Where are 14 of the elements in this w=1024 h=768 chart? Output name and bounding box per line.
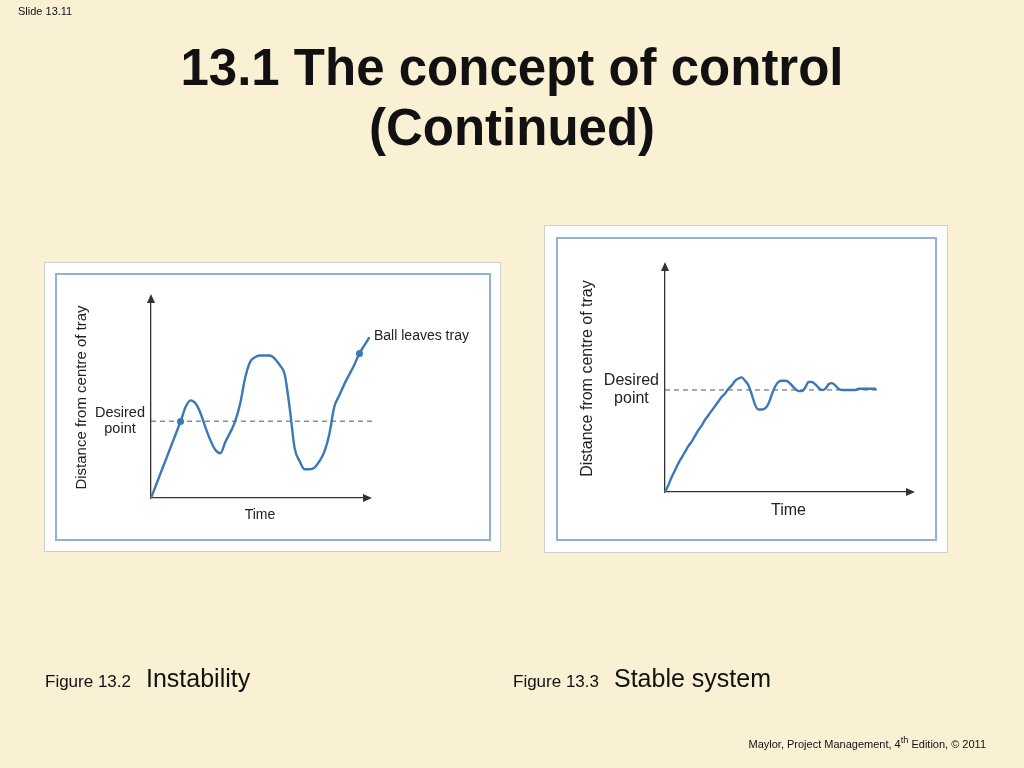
x-axis-title: Time [244,505,276,522]
text: Instability [146,664,251,693]
x-axis-title: Time [771,501,807,519]
text: Maylor, Project Management, 4$^{th}$ Edition, © 2011 [748,735,986,750]
text: Stable system [614,664,772,693]
y-axis-title: Distance from centre of tray [72,304,90,490]
caption: Figure 13.2 [45,672,131,692]
text: Slide 13.11 [18,5,73,17]
ref-line-label: Desired point [603,371,659,407]
ref-line-label: Desired point [95,404,145,437]
text: 13.1 The concept of control (Continued) [179,38,845,158]
y-axis-title: Distance from centre of tray [578,280,596,477]
text: Ball leaves tray [374,326,469,343]
caption: Figure 13.3 [513,672,599,692]
